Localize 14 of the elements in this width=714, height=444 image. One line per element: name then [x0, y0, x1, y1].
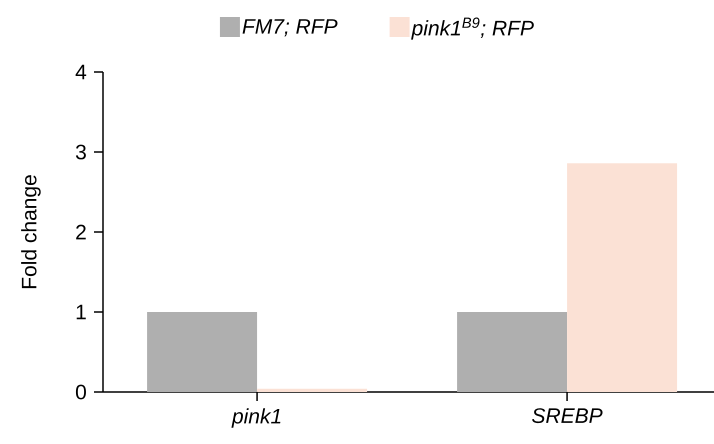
bar	[567, 163, 678, 392]
y-axis-title: Fold change	[21, 175, 41, 288]
y-tick-label: 2	[76, 224, 86, 240]
x-tick-label: SREBP	[532, 408, 603, 424]
bar	[257, 388, 368, 392]
bar	[147, 312, 258, 392]
legend-label: FM7; RFP	[242, 19, 338, 36]
legend-label: pink1$^{B9}$; RFP	[411, 18, 534, 40]
y-tick-label: 1	[76, 304, 86, 320]
y-tick-label: 0	[76, 384, 86, 400]
x-tick-label: pink1	[231, 408, 280, 428]
y-tick-label: 3	[76, 144, 86, 160]
y-tick-label: 4	[76, 64, 86, 80]
bar	[457, 312, 568, 392]
